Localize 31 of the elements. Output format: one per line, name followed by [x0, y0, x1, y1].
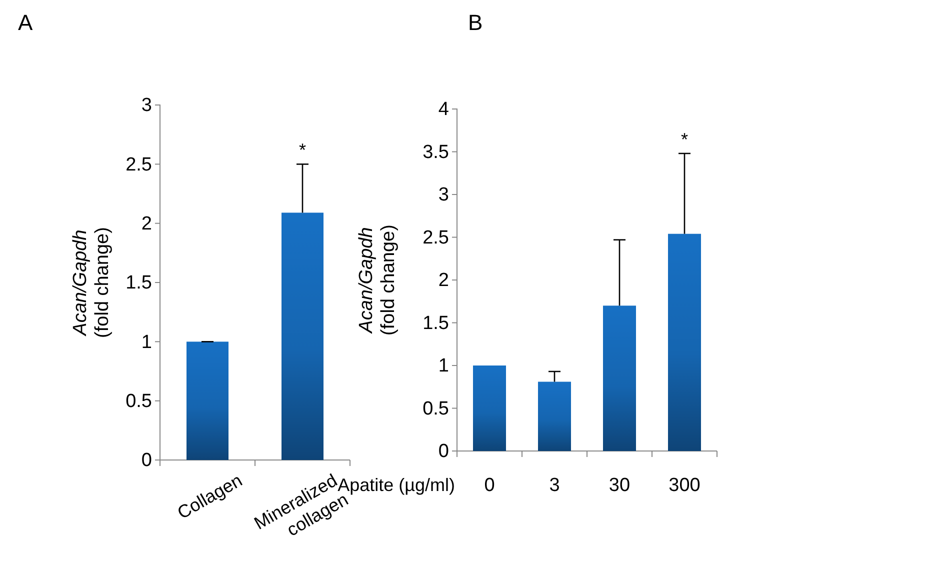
- y-tick-label: 2.5: [126, 154, 152, 176]
- y-tick-label: 0.5: [422, 398, 449, 420]
- y-tick-label: 3: [438, 184, 449, 206]
- y-axis-title: Acan/Gapdh (fold change): [70, 227, 113, 338]
- y-tick-label: 1: [438, 356, 449, 377]
- bar: [538, 382, 571, 451]
- chart-title: A: [18, 10, 33, 35]
- y-tick-label: 1.5: [126, 272, 152, 294]
- y-tick-label: 0.5: [126, 390, 152, 412]
- y-axis-title: Acan/Gapdh (fold change): [356, 224, 399, 336]
- bar: [603, 306, 636, 451]
- y-tick-label: 4: [438, 99, 450, 120]
- y-tick-label: 0: [141, 450, 152, 472]
- y-tick-label: 0: [438, 441, 449, 462]
- x-tick-label: 30: [608, 475, 630, 496]
- y-tick-label: 3: [141, 95, 152, 116]
- y-tick-label: 2: [141, 213, 152, 234]
- y-tick-label: 3.5: [422, 142, 449, 163]
- y-tick-label: 1.5: [422, 312, 449, 334]
- chart-title: B: [468, 10, 483, 35]
- bar: [473, 366, 506, 451]
- annotation: *: [298, 140, 306, 160]
- x-tick-label: 0: [484, 475, 495, 496]
- annotation: *: [680, 129, 688, 150]
- x-tick-label: 300: [668, 475, 700, 496]
- y-tick-label: 1: [141, 332, 152, 353]
- x-axis-title: Apatite (µg/ml): [338, 475, 455, 495]
- y-tick-label: 2: [438, 270, 449, 292]
- bar: [668, 234, 701, 451]
- y-tick-label: 2.5: [422, 227, 449, 248]
- x-tick-label: 3: [549, 475, 560, 496]
